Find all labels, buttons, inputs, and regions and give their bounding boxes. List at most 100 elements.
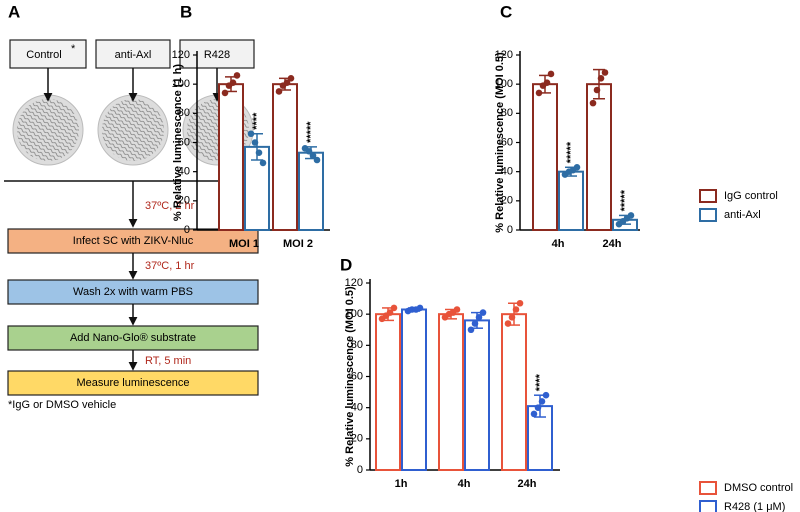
x-tick-label: 24h — [518, 478, 537, 490]
data-point — [251, 139, 259, 146]
legend-label: DMSO control — [724, 482, 793, 494]
x-tick-label: 4h — [552, 238, 565, 250]
data-point — [504, 320, 512, 327]
dish-cells — [102, 99, 164, 161]
data-point — [453, 306, 461, 313]
x-tick-label: 24h — [603, 238, 622, 250]
dish-cells — [17, 99, 79, 161]
data-point — [255, 149, 263, 157]
y-tick-label: 60 — [501, 136, 513, 148]
data-point — [597, 75, 605, 82]
y-axis-label: % Relative luminescence (1 h) — [172, 64, 184, 221]
data-point — [534, 404, 542, 411]
treatment-box — [9, 39, 87, 69]
data-point — [313, 156, 321, 164]
panel-label: A — [8, 2, 20, 21]
legend-label: IgG control — [724, 190, 778, 202]
data-point — [627, 212, 635, 219]
data-point — [589, 99, 597, 107]
data-point — [247, 130, 255, 138]
treatment-label: anti-Axl — [115, 49, 152, 61]
treatment-label: R428 — [204, 49, 230, 61]
y-tick-label: 120 — [345, 277, 363, 289]
significance: **** — [251, 112, 263, 130]
data-point — [416, 304, 424, 312]
data-point — [508, 313, 516, 321]
data-point — [538, 398, 546, 405]
data-point — [535, 89, 543, 97]
step-box — [7, 370, 259, 396]
y-tick-label: 100 — [495, 78, 513, 90]
legend-swatch — [699, 500, 717, 512]
treatment-box — [95, 39, 171, 69]
data-point — [386, 309, 394, 316]
data-point — [233, 72, 241, 79]
data-point — [543, 79, 551, 87]
footnote: *IgG or DMSO vehicle — [8, 399, 116, 411]
significance: ***** — [565, 141, 577, 163]
y-tick-label: 60 — [351, 370, 363, 382]
dishes — [12, 68, 254, 166]
legend-label: R428 (1 μM) — [724, 501, 785, 512]
bar — [272, 83, 298, 231]
y-tick-label: 40 — [351, 402, 363, 414]
x-tick-label: 1h — [395, 478, 408, 490]
bar — [438, 313, 464, 471]
bar — [401, 308, 427, 471]
y-tick-label: 0 — [507, 224, 513, 236]
y-tick-label: 0 — [357, 464, 363, 476]
error-bar — [593, 68, 605, 100]
footnote-mark: * — [71, 43, 76, 55]
bar — [532, 83, 558, 231]
treatment-label: Control — [26, 49, 61, 61]
legend-label: anti-Axl — [724, 209, 761, 221]
data-point — [229, 79, 237, 87]
data-point — [516, 299, 524, 307]
y-tick-label: 20 — [501, 195, 513, 207]
data-point — [547, 70, 555, 78]
panel-label: C — [500, 2, 512, 21]
legend-swatch — [699, 189, 717, 203]
data-point — [471, 320, 479, 327]
y-tick-label: 80 — [501, 107, 513, 119]
significance: **** — [534, 373, 546, 391]
data-point — [601, 69, 609, 76]
y-tick-label: 20 — [178, 195, 190, 207]
significance: ***** — [305, 121, 317, 143]
data-point — [390, 304, 398, 312]
data-point — [275, 88, 283, 95]
data-point — [287, 75, 295, 82]
significance: ***** — [619, 189, 631, 211]
legend-swatch — [699, 481, 717, 495]
bar — [558, 170, 584, 232]
legend-swatch — [699, 208, 717, 222]
bar — [298, 151, 324, 231]
data-point — [259, 159, 267, 167]
bar — [586, 83, 612, 231]
step-label: Add Nano-Glo® substrate — [70, 332, 196, 344]
data-point — [305, 147, 313, 155]
x-tick-label: MOI 1 — [229, 238, 259, 250]
y-tick-label: 40 — [178, 166, 190, 178]
y-tick-label: 40 — [501, 166, 513, 178]
bar — [464, 319, 490, 471]
condition: 37ºC, 1 hr — [145, 260, 195, 272]
y-tick-label: 100 — [172, 78, 190, 90]
data-point — [593, 86, 601, 94]
data-point — [573, 163, 581, 171]
step-box — [7, 325, 259, 351]
data-point — [309, 152, 317, 159]
data-point — [542, 391, 550, 399]
y-tick-label: 0 — [184, 224, 190, 236]
y-tick-label: 120 — [495, 49, 513, 61]
data-point — [530, 410, 538, 418]
y-tick-label: 80 — [351, 339, 363, 351]
y-axis-label: % Relative luminescence (MOI 0.5) — [344, 286, 356, 467]
step-label: Infect SC with ZIKV-Nluc — [73, 235, 194, 247]
y-tick-label: 60 — [178, 136, 190, 148]
panel-label: B — [180, 2, 192, 21]
step-label: Measure luminescence — [76, 377, 189, 389]
x-tick-label: 4h — [458, 478, 471, 490]
y-tick-label: 20 — [351, 433, 363, 445]
